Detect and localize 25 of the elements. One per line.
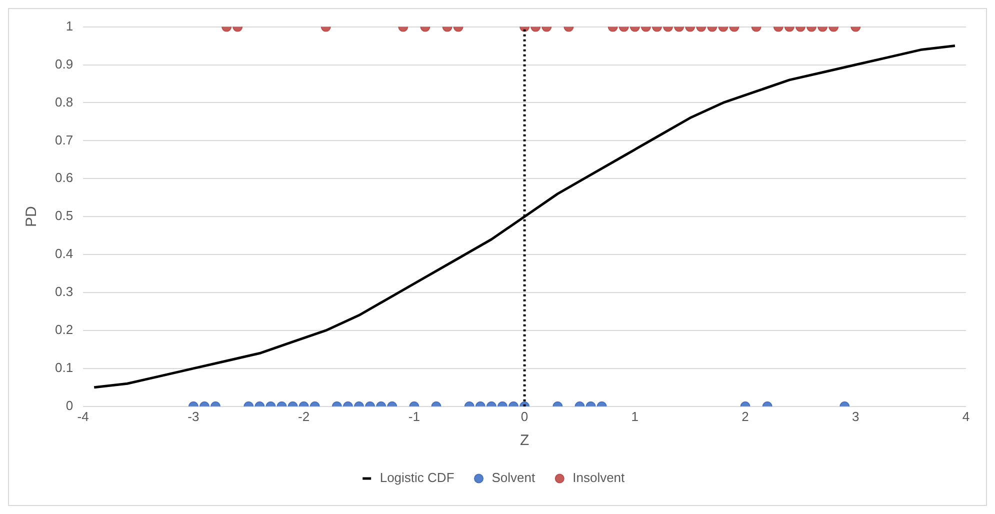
x-tick-label: -1 [408,408,420,424]
x-tick-label: -4 [77,408,89,424]
x-tick-label: 2 [742,408,749,424]
legend-label: Logistic CDF [380,470,454,486]
x-tick-label: -3 [188,408,200,424]
legend-label: Solvent [492,470,536,486]
x-tick-label: 0 [520,408,528,424]
y-tick-label: 0.5 [54,208,74,224]
x-tick-label: 1 [631,408,639,424]
x-tick-label: 4 [962,408,970,424]
x-axis-title: Z [520,432,530,450]
y-tick-label: 1 [66,18,74,34]
y-tick-label: 0.4 [54,246,74,262]
y-tick-label: 0.7 [54,132,74,148]
y-tick-label: 0.6 [54,170,74,186]
x-tick-label: 3 [852,408,860,424]
y-tick-label: 0.1 [54,360,74,376]
y-tick-label: 0 [66,398,74,413]
y-tick-label: 0.3 [54,284,74,300]
y-axis-title: PD [23,206,40,228]
y-tick-label: 0.2 [54,322,74,338]
y-tick-label: 0.8 [54,94,74,110]
legend-label: Insolvent [572,470,626,486]
x-tick-label: -2 [298,408,310,424]
y-tick-label: 0.9 [54,56,74,72]
